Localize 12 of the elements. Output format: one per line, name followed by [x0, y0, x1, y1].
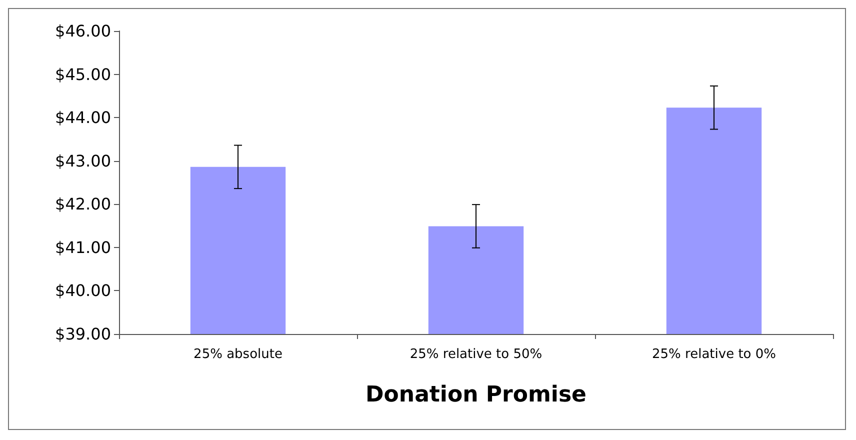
- y-tick-label: $46.00: [55, 22, 111, 40]
- y-tick-label: $39.00: [55, 324, 111, 344]
- y-tick-label: $44.00: [55, 108, 111, 128]
- y-tick-label: $41.00: [55, 238, 111, 257]
- y-tick-label: $42.00: [55, 194, 111, 214]
- y-tick-label: $40.00: [55, 281, 111, 300]
- x-tick-label: 25% relative to 50%: [410, 347, 542, 362]
- x-axis-title: Donation Promise: [366, 382, 586, 408]
- y-tick-label: $43.00: [55, 151, 111, 170]
- y-tick-label: $45.00: [55, 64, 111, 84]
- x-tick-label: 25% absolute: [194, 347, 282, 362]
- x-tick-label: 25% relative to 0%: [652, 347, 776, 362]
